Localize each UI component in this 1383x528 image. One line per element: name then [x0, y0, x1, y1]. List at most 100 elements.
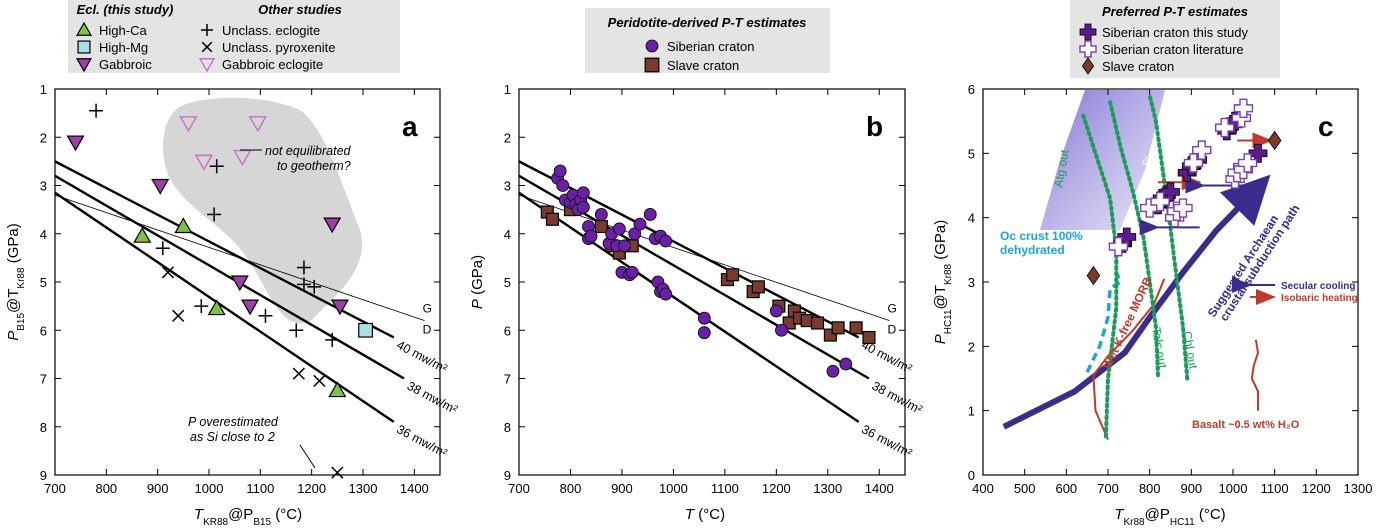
data-point-siberian-craton-shape	[697, 326, 711, 340]
axis-c-xtick-label: 700	[1097, 481, 1119, 496]
data-point-siberian-craton	[659, 287, 673, 301]
data-point-slave-craton	[726, 268, 740, 282]
data-point-gabbroic-eclogite	[179, 116, 198, 133]
axis-b-ytick-label: 3	[504, 179, 511, 194]
data-point-siberian-craton-shape	[618, 239, 631, 253]
panel-label-b: b	[866, 111, 883, 142]
x-axis-label-c-part: @P	[1145, 506, 1170, 523]
data-point-slave-craton	[1267, 130, 1282, 151]
data-point-slave-craton	[545, 212, 560, 226]
axis-b-ytick-label: 6	[504, 323, 511, 338]
legend-marker-high-ca	[75, 21, 93, 36]
data-point-gabbroic-eclogite-shape	[248, 116, 267, 133]
panel-label-a: a	[402, 111, 418, 142]
x-axis-label-a-part: KR88	[203, 517, 228, 528]
data-point-siberian-craton-shape	[576, 200, 590, 214]
legend-marker-gabbroic	[75, 58, 93, 73]
axis-a-ytick-label: 3	[40, 179, 47, 194]
axis-a-xtick-label: 1400	[400, 481, 429, 496]
legend-label-a: High-Mg	[99, 40, 148, 55]
legend-a-title-right: Other studies	[258, 2, 342, 17]
label-atg-out: Atg out	[1051, 148, 1072, 189]
axis-a-xtick-label: 1300	[349, 481, 378, 496]
axis-a-xtick-label: 800	[95, 481, 117, 496]
label-chl-out: Chl out	[1180, 330, 1201, 371]
axis-b-xtick-label: 1000	[659, 481, 688, 496]
x-axis-label-c-part: (°C)	[1195, 506, 1226, 523]
data-point-siberian-craton-shape	[553, 164, 567, 178]
data-point-siberian-craton-shape	[594, 208, 608, 221]
legend-label-c: Siberian craton literature	[1102, 42, 1244, 57]
data-point-unclass-eclogite	[296, 260, 311, 275]
legend-marker-siberian-craton	[645, 39, 659, 53]
legend-label-c: Slave craton	[1102, 59, 1174, 74]
legend-marker-siberian-craton-literature	[1079, 40, 1097, 58]
data-point-siberian-craton-literature-shape	[1150, 191, 1170, 212]
data-point-siberian-craton-literature-shape	[1173, 198, 1193, 218]
data-point-gabbroic	[66, 135, 85, 152]
data-point-slave-craton	[810, 316, 825, 330]
data-point-slave-craton-shape	[831, 321, 845, 335]
annotation-si-close: as Si close to 2	[190, 430, 275, 444]
data-point-siberian-craton	[576, 186, 590, 200]
data-point-siberian-craton	[625, 265, 639, 279]
axis-a-ytick-label: 1	[40, 82, 47, 97]
plot-area-b: 700 800 900 1000 1100 1200 1300 1400 1 2 3 4 5 6 7 8 9 T …	[469, 82, 925, 523]
y-axis-label-c-part: P	[932, 334, 949, 344]
geotherm-line-b	[518, 160, 860, 339]
data-point-unclass-eclogite	[289, 323, 304, 338]
axis-c-xtick-label: 400	[972, 481, 994, 496]
legend-label-a: Gabbroic eclogite	[222, 57, 323, 72]
x-axis-label-c-part: T	[1114, 506, 1125, 523]
axis-c-xtick-label: 600	[1055, 481, 1077, 496]
data-point-high-ca-shape	[207, 299, 226, 316]
panel-label-c: c	[1318, 111, 1334, 142]
legend-c-box	[1070, 0, 1280, 78]
legend-marker-unclass-pyroxenite	[201, 41, 213, 53]
geotherm-line-b	[518, 191, 860, 423]
legend-marker-unclass-pyroxenite-d2	[201, 41, 213, 53]
data-point-slave-craton-shape	[751, 280, 765, 294]
data-point-gabbroic-eclogite-shape	[179, 116, 198, 133]
axis-c-xtick-label: 1300	[1344, 481, 1373, 496]
data-point-siberian-craton-literature-shape	[1192, 140, 1212, 160]
panel-c: Preferred P-T estimates Siberian craton …	[932, 0, 1372, 528]
axis-a-ytick-label: 6	[40, 323, 47, 338]
data-point-unclass-pyroxenite-d2	[331, 466, 344, 479]
legend-b-box	[585, 8, 830, 73]
legend-marker-high-mg-shape	[77, 40, 91, 54]
legend-label-a: Gabbroic	[99, 57, 152, 72]
legend-label-c: Siberian craton this study	[1102, 25, 1248, 40]
axis-a-xtick-label: 1000	[195, 481, 224, 496]
data-point-siberian-craton	[697, 326, 711, 340]
data-point-siberian-craton-shape	[625, 265, 639, 279]
data-point-unclass-pyroxenite-d2	[172, 309, 185, 322]
data-point-siberian-craton	[643, 208, 657, 221]
data-point-slave-craton	[831, 321, 845, 335]
data-point-unclass-eclogite	[296, 277, 311, 292]
axis-c-xtick-label: 1200	[1302, 481, 1331, 496]
data-point-high-ca	[328, 381, 347, 398]
data-point-siberian-craton-literature-shape	[1108, 236, 1129, 257]
x-axis-label-c-part: HC11	[1170, 517, 1195, 528]
y-axis-label-c-part: Kr88	[943, 263, 954, 285]
data-point-gabbroic-eclogite-shape	[233, 149, 252, 166]
data-point-slave-craton-shape	[823, 328, 837, 342]
axis-c-ytick-label: 4	[968, 211, 975, 226]
legend-marker-slave-craton-shape	[1081, 57, 1095, 75]
label-secular-cooling: Secular cooling	[1281, 281, 1355, 292]
data-point-siberian-craton-literature	[1233, 98, 1254, 119]
data-point-siberian-craton	[556, 179, 570, 192]
y-axis-label-a-part: Kr88	[16, 267, 27, 289]
legend-label-b: Slave craton	[667, 58, 739, 73]
data-point-unclass-pyroxenite-d2	[161, 266, 175, 279]
y-axis-label-a-part: (GPa)	[5, 223, 22, 267]
data-point-siberian-craton-literature	[1173, 198, 1193, 218]
data-point-siberian-craton-literature	[1192, 140, 1212, 160]
data-point-siberian-craton-shape	[584, 229, 598, 243]
data-point-slave-craton-shape	[862, 330, 876, 345]
legend-a-entries: High-Ca High-Mg Gabbroic Unclass. eclogite U…	[75, 21, 335, 73]
x-axis-label-b-var: T	[685, 506, 696, 523]
x-axis-label-a-part: T	[194, 506, 205, 523]
